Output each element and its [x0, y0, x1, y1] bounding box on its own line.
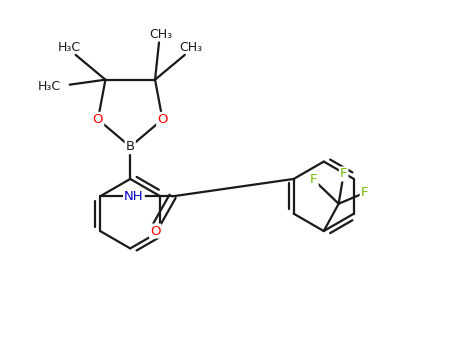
Text: H₃C: H₃C — [58, 41, 81, 54]
Text: CH₃: CH₃ — [179, 41, 202, 54]
Text: F: F — [310, 174, 318, 187]
Text: F: F — [340, 167, 347, 180]
Text: O: O — [150, 225, 160, 238]
Text: CH₃: CH₃ — [149, 27, 173, 40]
Text: O: O — [157, 113, 168, 126]
Text: B: B — [126, 140, 135, 153]
Text: NH: NH — [124, 190, 144, 203]
Text: O: O — [93, 113, 103, 126]
Text: F: F — [361, 186, 368, 199]
Text: H₃C: H₃C — [38, 80, 61, 93]
